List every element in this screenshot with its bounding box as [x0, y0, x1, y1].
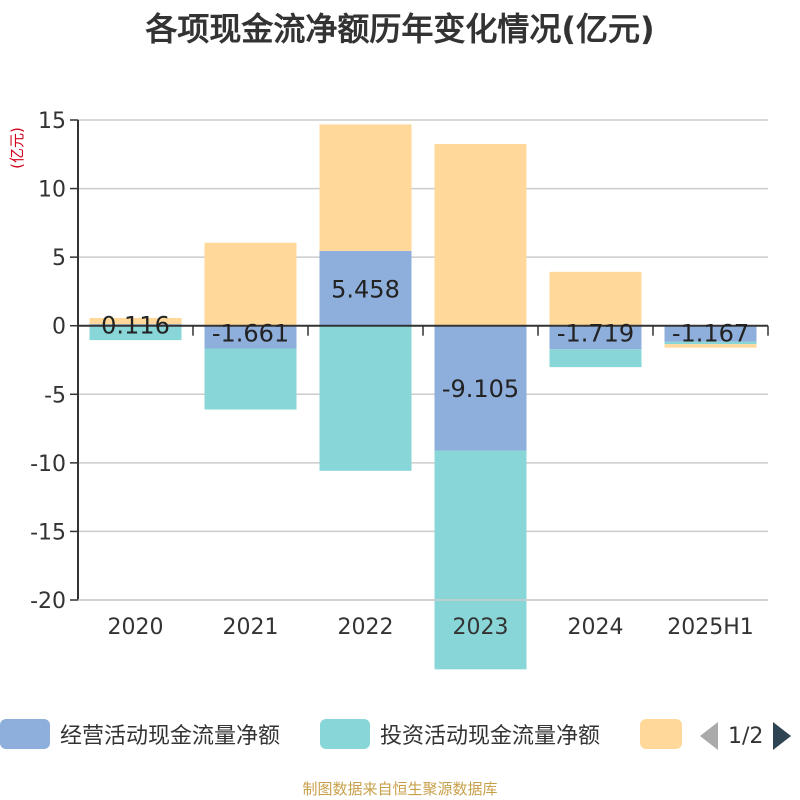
bar-2023-series-2[interactable] [434, 144, 527, 326]
data-label-2020: 0.116 [101, 312, 170, 340]
chart-title: 各项现金流净额历年变化情况(亿元) [145, 10, 655, 48]
legend-label-investing: 投资活动现金流量净额 [380, 724, 601, 749]
y-tick-label: 15 [38, 109, 66, 134]
source-note: 制图数据来自恒生聚源数据库 [302, 780, 498, 798]
x-tick-label: 2025H1 [667, 615, 754, 640]
y-tick-label: 5 [52, 246, 66, 271]
y-tick-label: -15 [30, 520, 66, 545]
bar-2022-series-2[interactable] [319, 124, 412, 251]
data-label-2023: -9.105 [442, 375, 519, 403]
bars [89, 124, 757, 670]
x-tick-label: 2020 [108, 615, 164, 640]
data-label-2025H1: -1.167 [672, 320, 749, 348]
legend-swatch-operating [0, 719, 50, 749]
y-tick-label: 10 [38, 178, 66, 203]
y-tick-label: -5 [44, 383, 66, 408]
bar-2024-series-2[interactable] [549, 271, 642, 326]
legend-item-operating[interactable]: 经营活动现金流量净额 [0, 716, 280, 752]
legend-page-indicator: 1/2 [728, 723, 764, 749]
grid-lines [78, 119, 768, 601]
data-label-2021: -1.661 [212, 320, 289, 348]
bar-2025H1-series-1[interactable] [664, 341, 757, 345]
bar-2023-series-0[interactable] [434, 325, 527, 451]
bar-2025H1-series-0[interactable] [664, 325, 757, 342]
data-label-2024: -1.719 [557, 320, 634, 348]
x-tick-label: 2024 [568, 615, 624, 640]
data-label-2022: 5.458 [331, 275, 400, 303]
bar-2021-series-1[interactable] [204, 348, 297, 410]
x-tick-label: 2021 [223, 615, 279, 640]
bar-2021-series-2[interactable] [204, 242, 297, 326]
x-tick-label: 2023 [453, 615, 509, 640]
bar-2021-series-0[interactable] [204, 325, 297, 349]
bar-2022-series-0[interactable] [319, 250, 412, 326]
y-tick-label: -10 [30, 452, 66, 477]
legend-pager: 1/2 [700, 718, 792, 754]
legend-next-arrow-icon[interactable] [773, 722, 792, 750]
bar-2022-series-1[interactable] [319, 325, 412, 471]
legend-swatch-third [640, 719, 682, 749]
data-labels: 0.116 -1.661 5.458 -9.105 -1.719 -1.167 [101, 275, 749, 403]
y-tick-label: 0 [52, 315, 66, 340]
bar-2020-series-1[interactable] [89, 325, 182, 341]
legend-item-third[interactable] [640, 716, 682, 752]
x-tick-label: 2022 [338, 615, 394, 640]
legend-item-investing[interactable]: 投资活动现金流量净额 [320, 716, 600, 752]
axes: 15 10 5 0 -5 -10 -15 -20 2020 2021 2022 2023 2024 202… [30, 109, 769, 640]
legend: 经营活动现金流量净额 投资活动现金流量净额 1/2 [0, 716, 800, 756]
bar-2020-series-2[interactable] [89, 317, 182, 325]
bar-2024-series-1[interactable] [549, 349, 642, 368]
legend-swatch-investing [320, 719, 370, 749]
bar-2023-series-1[interactable] [434, 450, 527, 670]
bar-2025H1-series-2[interactable] [664, 344, 757, 348]
y-axis-unit-label: (亿元) [8, 127, 26, 169]
y-tick-label: -20 [30, 589, 66, 614]
legend-prev-arrow-icon[interactable] [700, 722, 718, 750]
bar-2024-series-0[interactable] [549, 325, 642, 350]
legend-label-operating: 经营活动现金流量净额 [60, 724, 281, 749]
